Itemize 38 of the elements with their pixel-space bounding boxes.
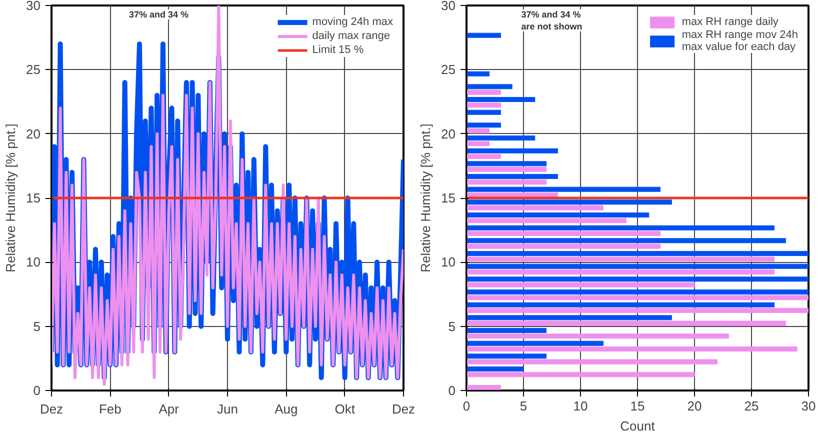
y-tick-label: 10: [26, 254, 41, 270]
y-tick-label: 0: [448, 383, 456, 398]
y-tick-label: 15: [26, 190, 41, 206]
x-tick-label: Okt: [334, 402, 356, 416]
y-axis-title: Relative Humidity [% pnt.]: [418, 124, 434, 272]
y-tick-label: 20: [441, 126, 456, 142]
x-tick-label: 0: [462, 398, 470, 414]
y-tick-label: 5: [33, 318, 41, 334]
y-tick-label: 10: [441, 254, 456, 270]
y-axis-title: Relative Humidity [% pnt.]: [3, 124, 18, 272]
legend-label: Limit 15 %: [312, 44, 364, 56]
annotation: 37% and 34 % are not shown: [521, 9, 582, 32]
x-axis-title: Count: [620, 418, 656, 434]
x-tick-label: 5: [520, 398, 528, 414]
x-tick-label: 30: [801, 398, 816, 414]
y-tick-label: 15: [441, 190, 456, 206]
x-tick-label: 20: [687, 398, 702, 414]
annotation: 37% and 34 %: [128, 9, 188, 20]
x-tick-label: Jun: [217, 402, 238, 416]
legend-label: daily max range: [312, 30, 390, 42]
x-tick-label: Dez: [392, 402, 416, 416]
y-tick-label: 25: [441, 62, 456, 78]
y-tick-label: 30: [441, 0, 456, 13]
legend-label: max RH range mov 24h max value for each day: [682, 29, 798, 53]
x-tick-label: Apr: [158, 402, 180, 416]
y-tick-label: 25: [26, 62, 41, 78]
y-tick-label: 20: [26, 126, 41, 142]
x-tick-label: 10: [573, 398, 588, 414]
legend-label: max RH range daily: [682, 16, 778, 28]
x-tick-label: 25: [744, 398, 759, 414]
y-tick-label: 30: [26, 0, 41, 13]
legend-label: moving 24h max: [312, 16, 393, 28]
x-tick-label: Dez: [40, 402, 64, 416]
y-tick-label: 5: [448, 318, 456, 334]
x-tick-label: Feb: [98, 402, 122, 416]
x-tick-label: 15: [630, 398, 645, 414]
x-tick-label: Aug: [274, 402, 298, 416]
y-tick-label: 0: [33, 383, 41, 398]
